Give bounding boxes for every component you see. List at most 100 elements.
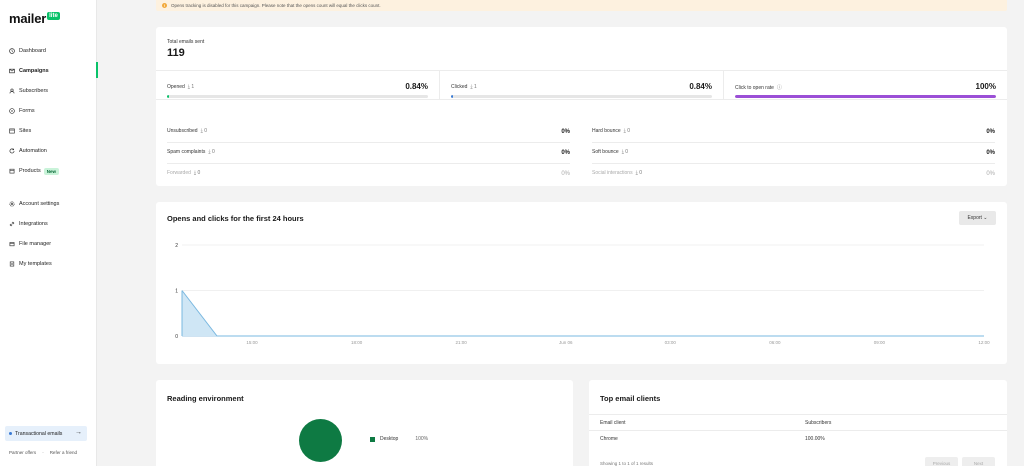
forwarded-value: 0% — [561, 171, 570, 177]
logo-badge: lite — [47, 12, 60, 20]
chart-title: Opens and clicks for the first 24 hours — [167, 214, 304, 223]
sidebar-item-my-templates[interactable]: My templates — [0, 254, 97, 274]
clicked-count: ⤓ 1 — [470, 84, 477, 90]
social-interactions-row: Social interactions ⤓ 0 0% — [581, 164, 997, 185]
y-tick-label: 1 — [175, 289, 178, 295]
warning-icon: ! — [162, 3, 167, 8]
opened-progress-bar — [167, 95, 428, 98]
sidebar-item-label: Automation — [19, 148, 47, 154]
opened-percent: 0.84% — [405, 82, 428, 91]
ctor-label: Click to open rate — [735, 85, 774, 91]
legend-swatch — [370, 436, 375, 442]
transactional-label: Transactional emails — [15, 430, 63, 437]
top-email-clients-title: Top email clients — [600, 394, 661, 403]
x-tick-label: 09:00 — [874, 340, 886, 345]
social-interactions-count: ⤓ 0 — [635, 170, 642, 176]
spam-complaints-value: 0% — [561, 150, 570, 156]
info-icon[interactable]: ⓘ — [776, 85, 782, 91]
user-icon — [9, 88, 15, 94]
opened-label: Opened — [167, 84, 185, 90]
sidebar-item-label: Account settings — [19, 201, 60, 207]
forwarded-label: Forwarded — [167, 170, 191, 176]
unsubscribed-count: ⤓ 0 — [200, 128, 207, 134]
y-tick-label: 0 — [175, 334, 178, 340]
new-badge: New — [43, 167, 59, 175]
spam-complaints-row: Spam complaints ⤓ 0 0% — [156, 143, 572, 164]
sidebar-footer: Partner offers · Refer a friend — [9, 450, 77, 455]
sidebar-item-label: Products — [19, 168, 41, 174]
x-tick-label: 18:00 — [351, 340, 363, 345]
social-interactions-label: Social interactions — [592, 170, 633, 176]
sidebar-item-campaigns[interactable]: Campaigns — [0, 61, 98, 81]
refresh-icon — [9, 148, 15, 154]
clicked-label: Clicked — [451, 84, 468, 90]
form-icon — [9, 108, 15, 114]
logo-text: mailer — [9, 11, 47, 26]
sidebar-item-subscribers[interactable]: Subscribers — [0, 81, 97, 101]
forwarded-row: Forwarded ⤓ 0 0% — [156, 164, 572, 185]
clock-icon — [9, 48, 15, 54]
total-emails-label: Total emails sent — [167, 39, 205, 45]
link-icon — [9, 221, 15, 227]
sidebar-item-label: Campaigns — [19, 68, 49, 74]
sidebar-item-label: Forms — [19, 108, 35, 114]
unsubscribed-value: 0% — [561, 129, 570, 135]
mail-icon — [9, 68, 15, 74]
clicked-percent: 0.84% — [689, 82, 712, 91]
unsubscribed-row: Unsubscribed ⤓ 0 0% — [156, 122, 572, 143]
sidebar-item-products[interactable]: Products New — [0, 161, 97, 181]
next-button[interactable]: Next — [962, 457, 995, 466]
transactional-emails-link[interactable]: Transactional emails → — [5, 426, 87, 441]
hard-bounce-count: ⤓ 0 — [623, 128, 631, 134]
sidebar-item-sites[interactable]: Sites — [0, 121, 97, 141]
sidebar-item-label: My templates — [19, 261, 52, 267]
area-series-line — [181, 290, 984, 337]
partner-offers-link[interactable]: Partner offers — [9, 450, 37, 455]
soft-bounce-count: ⤓ 0 — [621, 149, 629, 155]
logo[interactable]: mailer lite — [9, 11, 60, 26]
file-icon — [9, 241, 15, 247]
reading-environment-card: Reading environment Desktop 100% — [156, 380, 573, 466]
ctor-percent: 100% — [975, 82, 996, 91]
table-header: Email client Subscribers — [589, 414, 1007, 430]
soft-bounce-label: Soft bounce — [592, 149, 619, 155]
x-tick-label: Jun 06 — [559, 340, 573, 345]
sidebar-item-label: Sites — [19, 128, 32, 134]
spam-complaints-label: Spam complaints — [167, 149, 206, 155]
browser-icon — [9, 128, 15, 134]
export-button[interactable]: Export ⌄ — [959, 211, 996, 225]
refer-a-friend-link[interactable]: Refer a friend — [49, 450, 77, 455]
footer-separator: · — [42, 450, 44, 455]
x-tick-label: 15:00 — [246, 340, 258, 345]
previous-button[interactable]: Previous — [925, 457, 958, 466]
sidebar-item-label: File manager — [19, 241, 52, 247]
client-subscribers: 100.00% — [805, 436, 825, 442]
sidebar-item-label: Subscribers — [19, 88, 49, 94]
sidebar-item-account-settings[interactable]: Account settings — [0, 194, 97, 214]
client-name: Chrome — [600, 436, 618, 442]
sidebar-item-dashboard[interactable]: Dashboard — [0, 41, 97, 61]
total-emails-value: 119 — [167, 47, 185, 59]
gear-icon — [9, 201, 15, 207]
column-header-client: Email client — [600, 420, 626, 426]
sidebar-item-file-manager[interactable]: File manager — [0, 234, 97, 254]
hard-bounce-label: Hard bounce — [592, 128, 621, 134]
opened-metric: Opened ⤓ 1 0.84% — [156, 71, 439, 99]
opens-clicks-area-chart: 0 1 2 15:00 18:00 21:00 Jun 06 03:00 06:00 09:00 1… — [175, 243, 990, 345]
soft-bounce-value: 0% — [986, 150, 995, 156]
campaign-stats-card: Total emails sent 119 Opened ⤓ 1 0.84% Cl… — [156, 27, 1007, 186]
sidebar-item-automation[interactable]: Automation — [0, 141, 97, 161]
x-tick-label: 06:00 — [769, 340, 781, 345]
sidebar-item-integrations[interactable]: Integrations — [0, 214, 97, 234]
unsubscribed-label: Unsubscribed — [167, 128, 198, 134]
opened-count: ⤓ 1 — [187, 84, 195, 90]
hard-bounce-value: 0% — [986, 129, 995, 135]
table-row: Chrome 100.00% — [589, 430, 1007, 446]
reading-environment-title: Reading environment — [167, 394, 244, 403]
sidebar-nav: Dashboard Campaigns Subscribers Forms Si… — [0, 41, 98, 274]
sidebar-item-label: Dashboard — [19, 48, 46, 54]
ctor-progress-bar — [735, 95, 996, 98]
sidebar-item-forms[interactable]: Forms — [0, 101, 97, 121]
x-tick-label: 12:00 — [978, 340, 990, 345]
pie-slice-desktop — [299, 419, 342, 462]
